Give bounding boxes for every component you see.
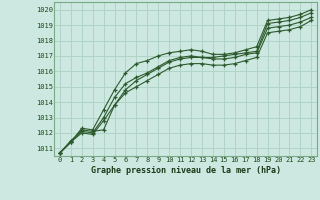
X-axis label: Graphe pression niveau de la mer (hPa): Graphe pression niveau de la mer (hPa) — [91, 166, 281, 175]
